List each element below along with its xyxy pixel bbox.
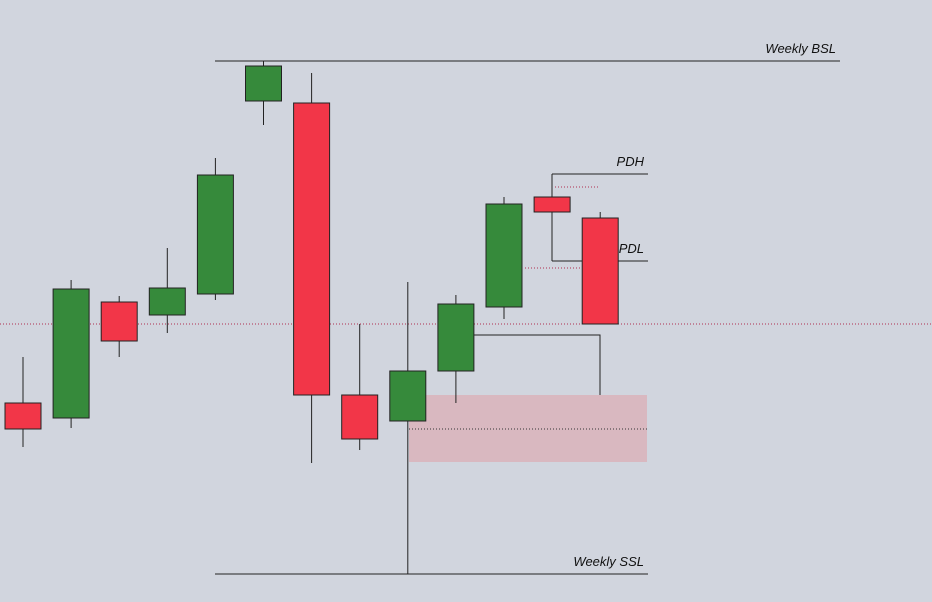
candle-body <box>293 102 331 396</box>
level-label: PDL <box>619 241 644 256</box>
candle-body <box>581 217 619 325</box>
bracket-line <box>474 334 601 395</box>
candle-body <box>437 303 475 372</box>
candle-body <box>533 196 571 213</box>
level-label: Weekly SSL <box>573 554 644 569</box>
candle-body <box>100 301 138 342</box>
candle-body <box>245 65 282 102</box>
level-label: Weekly BSL <box>765 41 836 56</box>
zone <box>409 395 647 462</box>
candle-body <box>52 288 90 419</box>
candle-body <box>389 370 427 422</box>
levels: Weekly BSL PDH PDL Weekly SSL <box>215 41 840 575</box>
candle-body <box>196 174 234 295</box>
candle-body <box>341 394 379 440</box>
candles <box>4 61 619 574</box>
candle-body <box>148 287 186 316</box>
level-label: PDH <box>617 154 645 169</box>
candle-body <box>485 203 523 308</box>
candle-body <box>4 402 42 430</box>
